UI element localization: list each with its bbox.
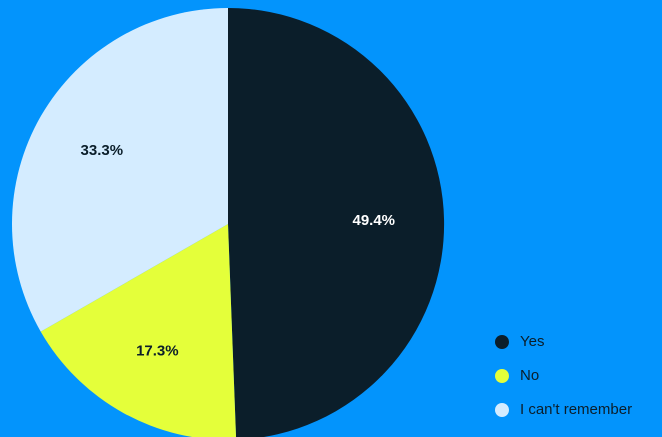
legend-swatch-cant-remember: [495, 402, 509, 417]
slice-label-no: 17.3%: [136, 343, 179, 360]
legend-item-cant-remember[interactable]: I can't remember: [495, 401, 662, 418]
legend-swatch-no: [495, 368, 509, 383]
legend-label-cant-remember: I can't remember: [520, 401, 633, 418]
pie-slice-no[interactable]: [40, 224, 237, 437]
legend: Yes No I can't remember: [495, 333, 662, 435]
slice-label-cant-remember: 33.3%: [81, 142, 124, 159]
legend-label-no: No: [520, 367, 540, 384]
legend-item-no[interactable]: No: [495, 367, 662, 384]
legend-label-yes: Yes: [520, 333, 545, 350]
pie-slice-yes[interactable]: [228, 8, 445, 437]
pie-slice-cant-remember[interactable]: [11, 7, 228, 332]
slice-label-yes: 49.4%: [352, 212, 395, 229]
legend-item-yes[interactable]: Yes: [495, 333, 662, 350]
legend-swatch-yes: [495, 334, 509, 349]
